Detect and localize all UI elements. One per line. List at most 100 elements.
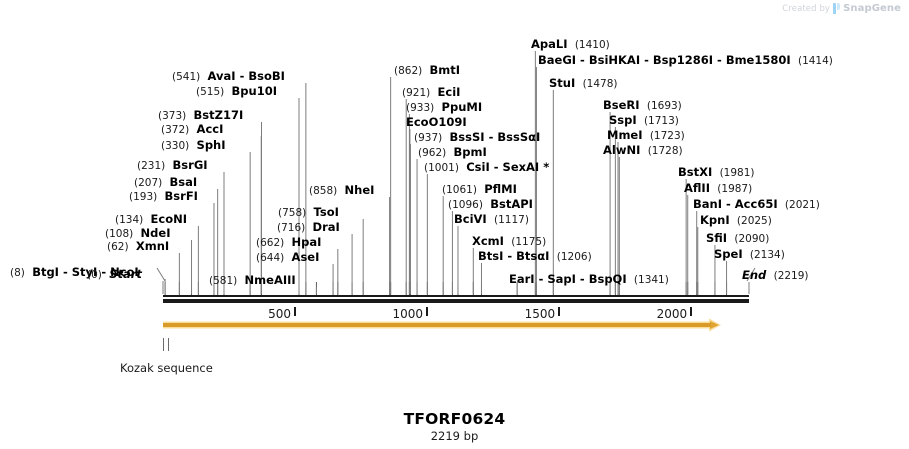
enzyme-label-xcmi[interactable]: XcmI (1175) <box>472 235 546 248</box>
enzyme-name: ApaLI <box>531 37 568 51</box>
enzyme-label-bsrgi[interactable]: (231) BsrGI <box>137 159 208 172</box>
enzyme-position: (1096) <box>448 199 483 211</box>
enzyme-label-mmei[interactable]: MmeI (1723) <box>607 129 685 142</box>
enzyme-label-sspi[interactable]: SspI (1713) <box>609 114 679 127</box>
enzyme-label-spei[interactable]: SpeI (2134) <box>714 248 785 261</box>
enzyme-label-bmti[interactable]: (862) BmtI <box>394 64 460 77</box>
enzyme-position: (1175) <box>511 236 547 248</box>
enzyme-position: (193) <box>129 191 158 203</box>
enzyme-label-sphi[interactable]: (330) SphI <box>161 139 226 152</box>
enzyme-name: KpnI <box>700 213 730 227</box>
snapgene-watermark: Created by SnapGene <box>782 3 901 14</box>
enzyme-position: (1713) <box>643 115 679 127</box>
enzyme-label-bstz17i[interactable]: (373) BstZ17I <box>158 109 243 122</box>
enzyme-label-aflii[interactable]: AflII (1987) <box>684 182 752 195</box>
enzyme-position: (862) <box>394 65 423 77</box>
enzyme-label-nmeaiii[interactable]: (581) NmeAIII <box>209 274 296 287</box>
enzyme-label-ndei[interactable]: (108) NdeI <box>105 227 170 240</box>
sequence-length-label: 2219 bp <box>430 429 479 443</box>
enzyme-label-bpmi[interactable]: (962) BpmI <box>418 146 487 159</box>
enzyme-name-separator: - <box>575 272 589 286</box>
watermark-created-by-text: Created by <box>782 3 831 14</box>
enzyme-label-alwni[interactable]: AlwNI (1728) <box>603 144 683 157</box>
ruler-label-1500: 1500 <box>524 307 556 321</box>
enzyme-label-end[interactable]: End (2219) <box>742 269 809 282</box>
enzyme-position: (2134) <box>749 249 785 261</box>
enzyme-label-avai-bsobi[interactable]: (541) AvaI - BsoBI <box>172 70 285 83</box>
enzyme-name: AvaI <box>207 69 236 83</box>
enzyme-name: BsiHKAI <box>588 53 641 67</box>
enzyme-label-xmni[interactable]: (62) XmnI <box>107 240 169 253</box>
enzyme-name: SspI <box>609 113 637 127</box>
enzyme-name: AflII <box>684 181 710 195</box>
enzyme-position: (1987) <box>717 183 753 195</box>
enzyme-position: (662) <box>256 237 285 249</box>
enzyme-label-apali[interactable]: ApaLI (1410) <box>531 38 610 51</box>
enzyme-name: NmeAIII <box>244 273 296 287</box>
enzyme-label-sfii[interactable]: SfiI (2090) <box>706 232 769 245</box>
enzyme-name: BtgI <box>32 265 59 279</box>
snapgene-logo-icon <box>833 3 841 14</box>
enzyme-label-bseri[interactable]: BseRI (1693) <box>603 99 682 112</box>
enzyme-name-separator: - <box>235 69 249 83</box>
enzyme-name: AlwNI <box>603 143 641 157</box>
enzyme-position: (2090) <box>734 233 770 245</box>
enzyme-name: XcmI <box>472 234 504 248</box>
enzyme-label-bsai[interactable]: (207) BsaI <box>134 176 197 189</box>
enzyme-label-kpni[interactable]: KpnI (2025) <box>700 214 772 227</box>
enzyme-name-separator: - <box>489 160 503 174</box>
enzyme-label-ecoo109i[interactable]: EcoO109I <box>406 116 467 128</box>
enzyme-label-btsi-btsai[interactable]: BtsI - BtsαI (1206) <box>478 250 592 263</box>
sequence-backbone-top <box>163 295 749 297</box>
enzyme-label-bstapi[interactable]: (1096) BstAPI <box>448 198 533 211</box>
enzyme-position: (644) <box>256 252 285 264</box>
enzyme-label-pflmi[interactable]: (1061) PflMI <box>442 183 517 196</box>
enzyme-position: (1693) <box>646 100 682 112</box>
enzyme-name: Bme1580I <box>725 53 791 67</box>
enzyme-name: BaeGI <box>538 53 577 67</box>
enzyme-name-separator: - <box>640 53 653 67</box>
enzyme-label-bcivi[interactable]: BciVI (1117) <box>454 213 529 226</box>
enzyme-name: MmeI <box>607 128 643 142</box>
enzyme-name: PflMI <box>484 182 517 196</box>
enzyme-label-drai[interactable]: (716) DraI <box>277 221 340 234</box>
enzyme-label-btgi-styi-ncoi[interactable]: (8) BtgI - StyI - NcoI <box>10 266 139 279</box>
enzyme-position: (2021) <box>784 199 820 211</box>
enzyme-position: (372) <box>161 124 190 136</box>
enzyme-label-bsssi-bsssai[interactable]: (937) BssSI - BssSαI <box>414 131 540 144</box>
enzyme-name-separator: - <box>484 130 498 144</box>
enzyme-label-acci[interactable]: (372) AccI <box>161 123 223 136</box>
enzyme-name: NheI <box>344 183 375 197</box>
enzyme-name: Bsp1286I <box>652 53 714 67</box>
leader-start-angle <box>156 267 166 282</box>
enzyme-name: BtsαI <box>516 249 550 263</box>
enzyme-name: SapI <box>547 272 576 286</box>
enzyme-label-baegi-bsihkai-bsp1286i-bme1580i[interactable]: BaeGI - BsiHKAI - Bsp1286I - Bme1580I (1… <box>538 54 833 67</box>
enzyme-name: EciI <box>437 85 461 99</box>
enzyme-label-bpu10i[interactable]: (515) Bpu10I <box>196 85 277 98</box>
enzyme-label-csii-sexai[interactable]: (1001) CsiI - SexAI * <box>424 161 549 174</box>
enzyme-label-stui[interactable]: StuI (1478) <box>549 77 617 90</box>
enzyme-label-eari-sapi-bspqi[interactable]: EarI - SapI - BspQI (1341) <box>509 273 669 286</box>
enzyme-position: (1206) <box>556 251 592 263</box>
enzyme-label-tsoi[interactable]: (758) TsoI <box>278 206 339 219</box>
enzyme-label-hpai[interactable]: (662) HpaI <box>256 236 321 249</box>
enzyme-label-asei[interactable]: (644) AseI <box>256 251 319 264</box>
enzyme-name: BstXI <box>678 165 713 179</box>
enzyme-label-start[interactable]: (0) Start <box>87 268 142 281</box>
enzyme-position: (716) <box>277 222 306 234</box>
enzyme-label-ecii[interactable]: (921) EciI <box>402 86 460 99</box>
enzyme-name: CsiI <box>466 160 490 174</box>
enzyme-label-bsrfi[interactable]: (193) BsrFI <box>129 190 198 203</box>
enzyme-label-bani-acc65i[interactable]: BanI - Acc65I (2021) <box>693 198 820 211</box>
enzyme-label-nhei[interactable]: (858) NheI <box>309 184 374 197</box>
enzyme-name: SpeI <box>714 247 743 261</box>
enzyme-name: BsrGI <box>172 158 208 172</box>
enzyme-position: (1341) <box>633 274 669 286</box>
enzyme-position: (373) <box>158 110 187 122</box>
enzyme-label-ppumi[interactable]: (933) PpuMI <box>406 101 482 114</box>
enzyme-name: NcoI <box>110 265 139 279</box>
enzyme-label-bstxi[interactable]: BstXI (1981) <box>678 166 755 179</box>
enzyme-label-econi[interactable]: (134) EcoNI <box>115 213 187 226</box>
